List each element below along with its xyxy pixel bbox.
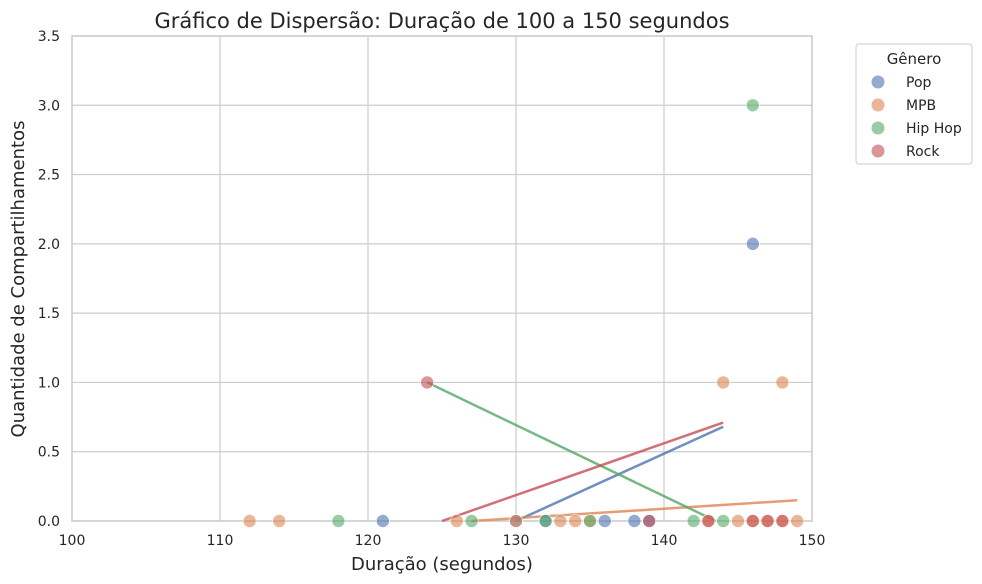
- y-tick-label: 1.5: [38, 306, 60, 322]
- point-rock: [701, 514, 716, 528]
- point-mpb: [509, 514, 523, 528]
- point-rock: [642, 514, 657, 528]
- x-tick-label: 150: [799, 533, 826, 549]
- x-axis-label: Duração (segundos): [351, 554, 533, 575]
- legend-label-hip-hop: Hip Hop: [906, 121, 962, 137]
- y-tick-label: 0.5: [38, 445, 60, 461]
- trend-line-hip-hop: [426, 381, 717, 523]
- point-mpb: [790, 514, 805, 528]
- legend-title: Gênero: [887, 50, 942, 68]
- y-tick-label: 2.5: [38, 168, 60, 184]
- trend-lines: [426, 381, 798, 523]
- point-mpb: [242, 514, 257, 528]
- point-pop: [375, 514, 390, 528]
- point-mpb: [449, 514, 464, 528]
- point-pop: [627, 514, 642, 528]
- legend-marker-mpb: [871, 98, 885, 112]
- point-hip-hop: [716, 514, 731, 528]
- legend-label-mpb: MPB: [906, 98, 936, 114]
- point-hip-hop: [686, 514, 701, 528]
- point-rock: [760, 514, 775, 528]
- y-tick-label: 0.0: [38, 514, 60, 530]
- x-tick-labels: 100 110 120 130 140 150: [59, 533, 826, 549]
- point-mpb: [775, 375, 790, 390]
- legend: Gênero Pop MPB Hip Hop Rock: [855, 43, 973, 165]
- legend-label-pop: Pop: [906, 75, 932, 91]
- point-hip-hop: [538, 514, 553, 528]
- data-points: [242, 98, 805, 528]
- point-hip-hop: [464, 514, 479, 528]
- legend-label-rock: Rock: [906, 144, 940, 160]
- y-tick-labels: 0.0 0.5 1.0 1.5 2.0 2.5 3.0 3.5: [38, 29, 60, 530]
- trend-line-rock: [441, 421, 724, 523]
- trend-line-mpb: [471, 498, 798, 523]
- x-tick-label: 110: [207, 533, 234, 549]
- point-rock: [420, 375, 435, 390]
- point-mpb: [568, 514, 583, 528]
- legend-marker-pop: [871, 75, 885, 89]
- x-tick-label: 120: [355, 533, 382, 549]
- point-hip-hop: [331, 514, 346, 528]
- y-axis-label: Quantidade de Compartilhamentos: [8, 121, 29, 438]
- point-rock: [775, 514, 790, 528]
- y-tick-label: 3.0: [38, 98, 60, 114]
- y-tick-label: 1.0: [38, 375, 60, 391]
- point-mpb: [553, 514, 568, 528]
- point-hip-hop: [583, 514, 597, 528]
- legend-marker-hip-hop: [871, 121, 885, 135]
- point-pop: [597, 514, 612, 528]
- legend-items: Pop MPB Hip Hop Rock: [871, 75, 962, 160]
- y-tick-label: 2.0: [38, 237, 60, 253]
- x-tick-label: 100: [59, 533, 86, 549]
- point-hip-hop: [745, 98, 760, 113]
- y-tick-label: 3.5: [38, 29, 60, 45]
- chart-title: Gráfico de Dispersão: Duração de 100 a 1…: [154, 9, 729, 33]
- point-mpb: [731, 514, 745, 528]
- point-mpb: [272, 514, 287, 528]
- point-rock: [745, 514, 760, 528]
- legend-box: [855, 43, 973, 165]
- x-tick-label: 130: [503, 533, 530, 549]
- point-pop: [745, 237, 760, 251]
- point-mpb: [716, 375, 731, 390]
- x-tick-label: 140: [651, 533, 678, 549]
- legend-marker-rock: [871, 144, 885, 158]
